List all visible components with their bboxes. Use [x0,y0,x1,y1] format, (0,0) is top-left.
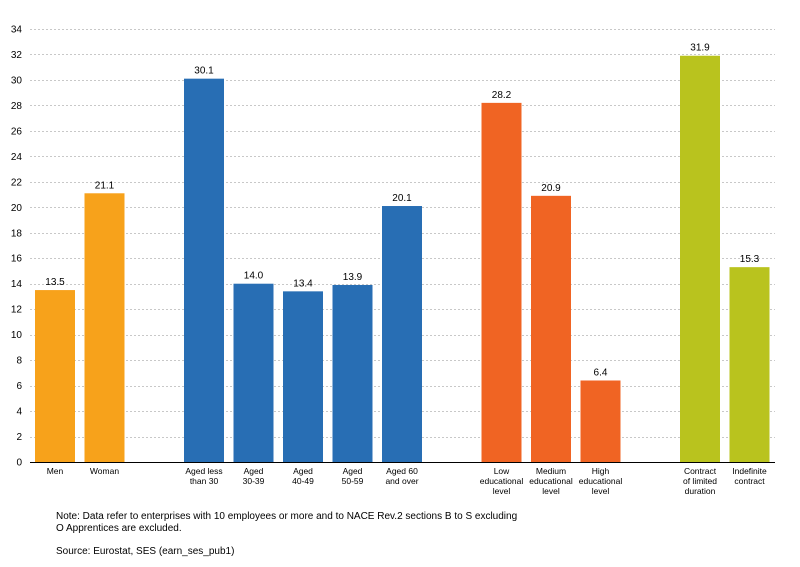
bar [680,55,720,463]
bar-value-label: 13.5 [45,277,65,288]
bars [35,55,770,463]
bar [531,195,571,463]
y-tick-label: 12 [11,305,23,316]
x-axis-labels: Men Woman Aged less than 30 Aged 30-39 Aged 40-… [47,466,767,496]
y-tick-label: 34 [11,25,23,36]
x-tick-label: Contract of limited duration [683,466,717,496]
y-tick-label: 2 [16,432,22,443]
x-tick-label: Aged less than 30 [185,466,222,486]
bar-value-label: 31.9 [690,43,710,54]
x-tick-label: Aged 40-49 [292,466,314,486]
bar [84,193,125,463]
bar [382,206,422,462]
y-tick-label: 26 [11,126,23,137]
y-tick-label: 24 [11,152,23,163]
bar-value-label: 15.3 [740,254,760,265]
chart-source: Source: Eurostat, SES (earn_ses_pub1) [56,546,235,557]
bar-value-label: 13.4 [293,278,313,289]
bar [729,267,770,462]
bar-value-label: 28.2 [492,90,512,101]
bar [481,102,522,462]
y-tick-label: 20 [11,203,23,214]
bar-value-label: 20.9 [541,183,561,194]
x-tick-label: Low educational level [480,466,524,496]
bar-value-label: 14.0 [244,271,264,282]
bar-value-label: 30.1 [194,66,214,77]
bar [283,291,323,462]
bar [580,380,621,462]
x-tick-label: Woman [90,466,119,476]
bar [184,78,224,462]
bar-value-label: 20.1 [392,193,412,204]
bar-value-label: 21.1 [95,180,115,191]
value-labels: 13.5 21.1 30.1 14.0 13.4 13.9 20.1 28.2 20.9 6.4 3… [45,43,759,379]
y-tick-label: 0 [16,458,22,469]
y-tick-label: 30 [11,75,23,86]
y-tick-label: 22 [11,177,23,188]
x-tick-label: Aged 30-39 [243,466,265,486]
x-tick-label: Indefinite contract [732,466,767,486]
x-tick-label: High educational level [579,466,623,496]
y-tick-label: 6 [16,381,22,392]
bar-value-label: 6.4 [594,367,608,378]
x-tick-label: Aged 60 and over [385,466,418,486]
bar-value-label: 13.9 [343,272,363,283]
x-tick-label: Men [47,466,64,476]
y-tick-label: 8 [16,356,22,367]
x-tick-label: Aged 50-59 [342,466,364,486]
bar [332,284,373,462]
x-tick-label: Medium educational level [529,466,573,496]
y-tick-label: 28 [11,101,23,112]
y-tick-label: 4 [16,407,22,418]
bar [35,290,75,462]
y-tick-label: 10 [11,330,23,341]
y-tick-label: 16 [11,254,23,265]
chart-note: Note: Data refer to enterprises with 10 … [56,511,518,534]
y-tick-label: 32 [11,50,23,61]
y-tick-label: 18 [11,228,23,239]
y-tick-label: 14 [11,279,23,290]
bar [233,283,274,462]
